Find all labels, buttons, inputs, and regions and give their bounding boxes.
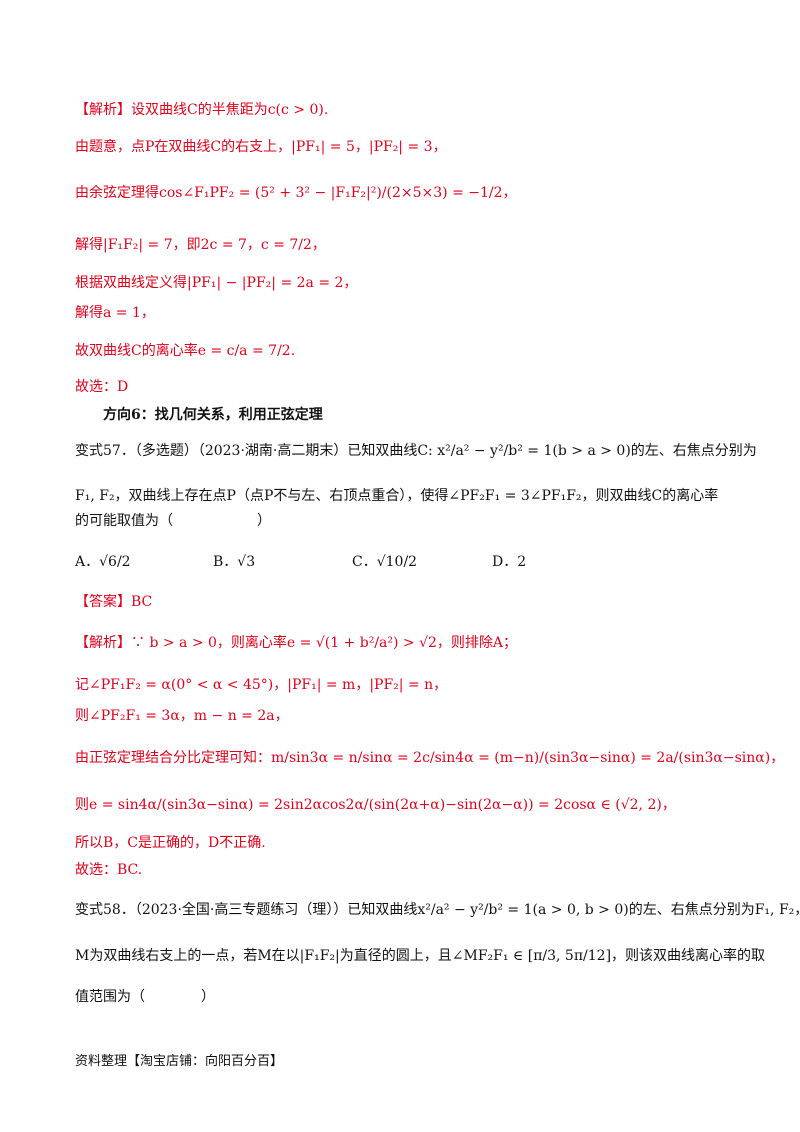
question-line: M为双曲线右支上的一点，若M在以|F₁F₂|为直径的圆上，且∠MF₂F₁ ∈ [… [75, 948, 766, 964]
solution-line: 所以B，C是正确的，D不正确. [75, 835, 266, 851]
solution-line: 解得a = 1， [75, 305, 155, 321]
question-line: 变式57．（多选题）（2023·湖南·高二期末）已知双曲线C: x²/a² − … [75, 443, 757, 459]
solution-line: 由题意，点P在双曲线C的右支上，|PF₁| = 5，|PF₂| = 3， [75, 139, 447, 155]
question-line: F₁, F₂，双曲线上存在点P（点P不与左、右顶点重合），使得∠PF₂F₁ = … [75, 488, 719, 504]
answer-line: 【答案】BC [75, 594, 153, 610]
section-heading: 方向6：找几何关系，利用正弦定理 [103, 407, 323, 423]
option-c: C．√10/2 [352, 554, 418, 570]
answer-choice: 故选：BC. [75, 862, 143, 878]
solution-line: 故双曲线C的离心率e = c/a = 7/2. [75, 343, 296, 359]
solution-line: 解得|F₁F₂| = 7，即2c = 7，c = 7/2， [75, 237, 326, 253]
answer-choice: 故选：D [75, 379, 129, 395]
solution-line: 则e = sin4α/(sin3α−sinα) = 2sin2αcos2α/(s… [75, 797, 676, 813]
option-b: B．√3 [213, 554, 256, 570]
question-line: 的可能取值为（ ） [75, 513, 271, 529]
question-line: 值范围为（ ） [75, 989, 215, 1005]
solution-line: 根据双曲线定义得|PF₁| − |PF₂| = 2a = 2， [75, 275, 358, 291]
solution-line: 记∠PF₁F₂ = α(0° < α < 45°)，|PF₁| = m，|PF₂… [75, 677, 448, 693]
solution-line: 【解析】设双曲线C的半焦距为c(c > 0). [75, 102, 329, 118]
option-d: D．2 [492, 554, 527, 570]
solution-line: 【解析】∵ b > a > 0，则离心率e = √(1 + b²/a²) > √… [75, 635, 518, 651]
option-a: A．√6/2 [75, 554, 131, 570]
solution-line: 由余弦定理得cos∠F₁PF₂ = (5² + 3² − |F₁F₂|²)/(2… [75, 185, 517, 201]
solution-line: 由正弦定理结合分比定理可知：m/sin3α = n/sinα = 2c/sin4… [75, 750, 785, 766]
question-line: 变式58．（2023·全国·高三专题练习（理））已知双曲线x²/a² − y²/… [75, 902, 800, 918]
page-footer: 资料整理【淘宝店铺：向阳百分百】 [75, 1054, 284, 1069]
solution-line: 则∠PF₂F₁ = 3α，m − n = 2a， [75, 708, 289, 724]
